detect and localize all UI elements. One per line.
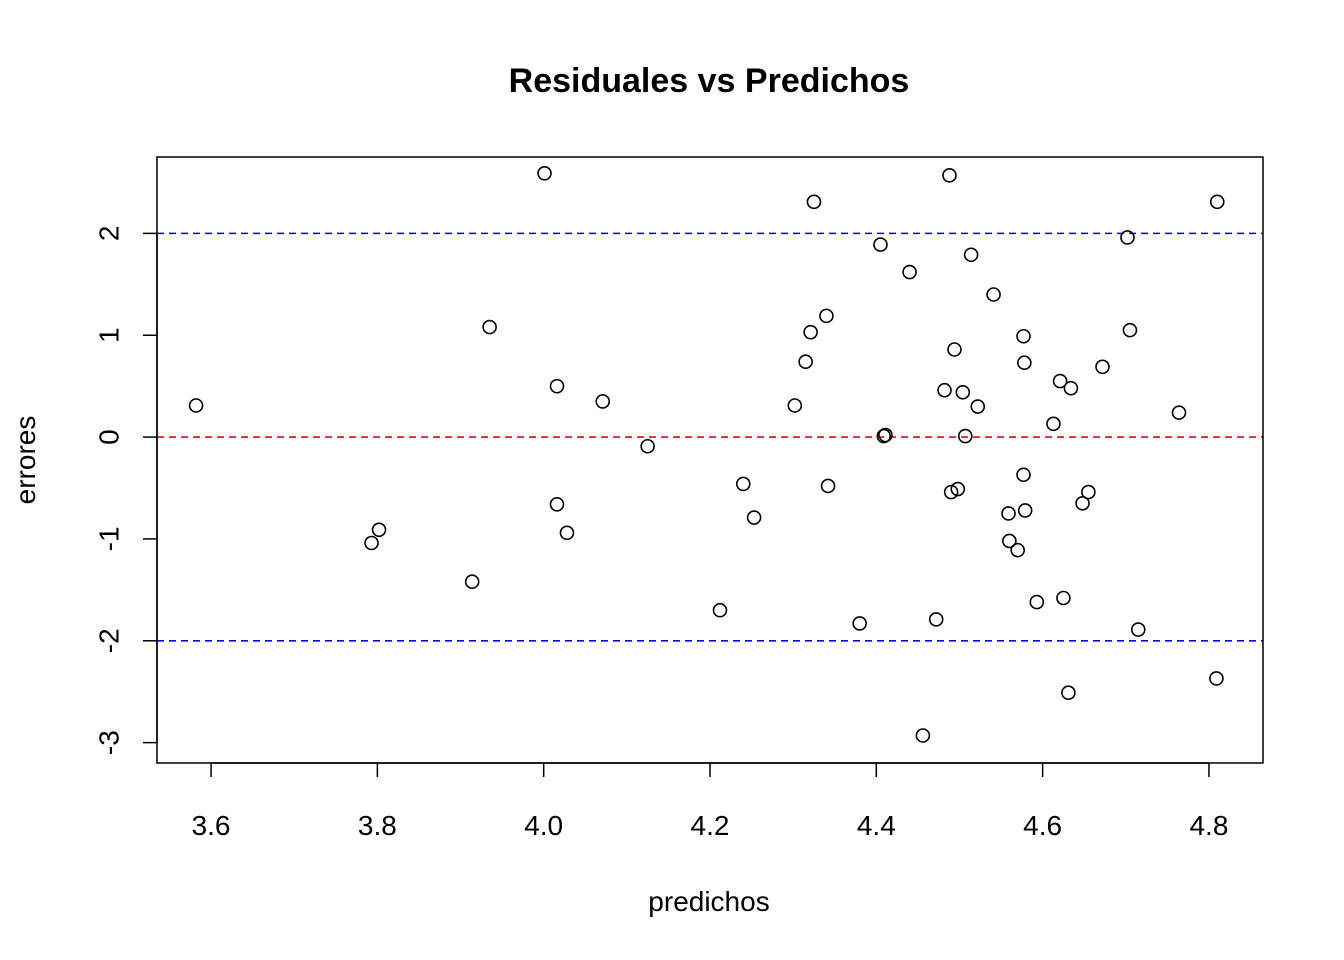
chart-title: Residuales vs Predichos bbox=[509, 62, 910, 100]
data-point bbox=[735, 476, 751, 492]
data-point bbox=[798, 354, 813, 370]
data-point bbox=[1046, 416, 1061, 432]
data-point bbox=[1016, 467, 1031, 483]
data-point bbox=[1095, 359, 1110, 375]
data-point bbox=[1120, 230, 1135, 245]
x-tick-label: 4.6 bbox=[1023, 810, 1062, 841]
data-point bbox=[963, 247, 979, 263]
data-point bbox=[549, 378, 565, 394]
data-point bbox=[819, 308, 834, 324]
y-tick-label: -3 bbox=[94, 730, 125, 755]
y-axis-label: errores bbox=[10, 416, 41, 505]
data-point bbox=[559, 525, 575, 541]
data-point bbox=[852, 616, 867, 631]
data-point bbox=[1016, 328, 1031, 344]
data-point bbox=[943, 484, 959, 500]
data-point bbox=[712, 602, 728, 618]
x-tick-label: 3.8 bbox=[358, 810, 397, 841]
reference-lines bbox=[157, 232, 1263, 642]
data-point bbox=[1063, 380, 1079, 396]
x-tick-label: 4.0 bbox=[524, 810, 563, 841]
data-point bbox=[806, 194, 822, 210]
data-point bbox=[947, 342, 962, 357]
data-point bbox=[902, 264, 917, 280]
data-point bbox=[1209, 671, 1224, 686]
data-point bbox=[1001, 506, 1016, 521]
data-point bbox=[188, 398, 204, 413]
y-tick-label: -1 bbox=[94, 526, 125, 551]
data-point bbox=[955, 384, 971, 400]
data-point bbox=[1075, 495, 1090, 511]
plot-frame bbox=[156, 156, 1264, 764]
data-point bbox=[937, 382, 952, 398]
data-point bbox=[1017, 355, 1032, 371]
data-point bbox=[1171, 405, 1187, 420]
data-point bbox=[1061, 685, 1076, 701]
data-point bbox=[957, 428, 973, 444]
data-point bbox=[878, 427, 893, 443]
data-point bbox=[820, 478, 836, 494]
data-point bbox=[928, 612, 944, 627]
y-tick-label: 2 bbox=[94, 226, 125, 242]
data-point bbox=[787, 398, 803, 413]
data-point bbox=[1056, 590, 1071, 606]
x-tick-label: 3.6 bbox=[192, 810, 231, 841]
y-tick-label: 1 bbox=[94, 327, 125, 343]
x-tick-label: 4.2 bbox=[691, 810, 730, 841]
data-point bbox=[1029, 594, 1045, 610]
data-point bbox=[482, 319, 497, 335]
x-tick-label: 4.4 bbox=[857, 810, 896, 841]
x-axis-label: predichos bbox=[648, 886, 769, 917]
data-point bbox=[1122, 322, 1138, 338]
data-point bbox=[803, 324, 818, 340]
y-tick-label: -2 bbox=[94, 628, 125, 653]
data-point bbox=[1002, 533, 1017, 549]
data-points bbox=[188, 165, 1225, 743]
y-tick-label: 0 bbox=[94, 429, 125, 445]
data-point bbox=[950, 481, 966, 497]
data-point bbox=[1081, 484, 1096, 500]
data-point bbox=[942, 168, 957, 183]
data-point bbox=[1130, 622, 1146, 637]
data-point bbox=[1010, 542, 1025, 558]
x-tick-label: 4.8 bbox=[1189, 810, 1228, 841]
y-axis: -3 -2 -1 0 1 2 bbox=[94, 226, 158, 755]
data-point bbox=[746, 510, 762, 525]
data-point bbox=[915, 728, 931, 743]
x-axis: 3.6 3.8 4.0 4.2 4.4 4.6 4.8 bbox=[192, 762, 1228, 841]
data-point bbox=[537, 165, 552, 181]
data-point bbox=[464, 574, 480, 590]
data-point bbox=[595, 394, 611, 409]
data-point bbox=[1017, 503, 1033, 518]
data-point bbox=[1052, 373, 1068, 389]
data-point bbox=[549, 497, 565, 512]
data-point bbox=[364, 535, 379, 551]
data-point bbox=[1209, 194, 1225, 210]
data-point bbox=[986, 287, 1001, 302]
data-point bbox=[640, 438, 655, 454]
data-point bbox=[970, 399, 986, 414]
data-point bbox=[873, 237, 888, 252]
data-point bbox=[371, 522, 387, 538]
